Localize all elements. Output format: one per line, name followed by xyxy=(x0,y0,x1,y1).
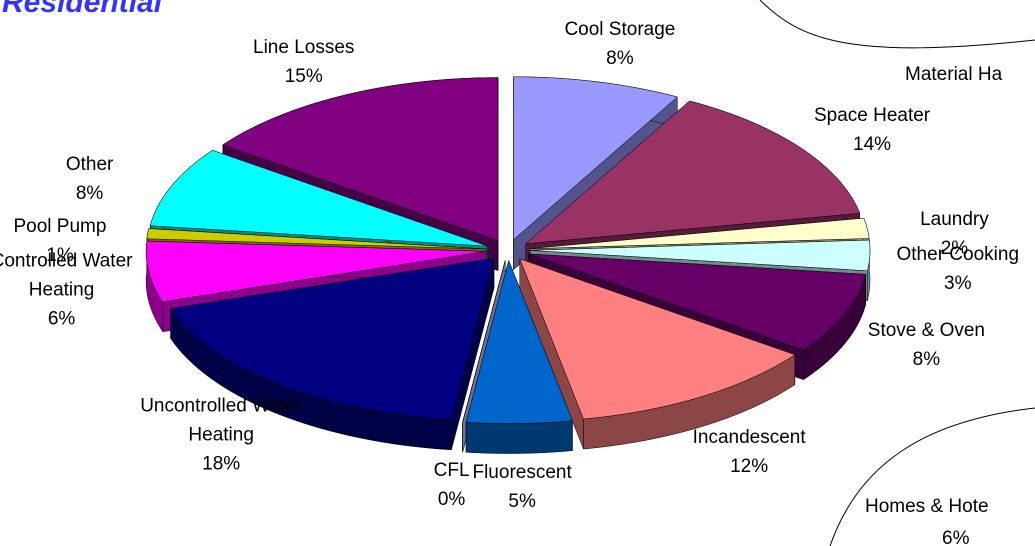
callout-curve xyxy=(759,0,1035,49)
pie-slice xyxy=(528,253,867,350)
category-label: CFL xyxy=(433,460,470,482)
slice-label: Other 8% xyxy=(0,150,185,208)
value-label: 3% xyxy=(944,273,972,295)
pie-slice xyxy=(222,77,499,241)
annotation: Homes & Hote xyxy=(865,496,989,517)
pie-slice xyxy=(145,240,487,302)
category-label: Laundry xyxy=(920,208,989,230)
chart-title: Residential xyxy=(2,0,163,19)
category-label: Fluorescent xyxy=(472,461,572,483)
annotation: Material Ha xyxy=(905,64,1003,85)
value-label: 8% xyxy=(912,348,941,370)
category-label: Pool Pump xyxy=(13,215,107,237)
value-label: 14% xyxy=(853,133,892,155)
slice-tops xyxy=(145,76,871,424)
category-label: Space Heater xyxy=(813,104,931,126)
pie-slice xyxy=(149,150,488,247)
value-label: 0% xyxy=(437,489,466,511)
category-label: Controlled Water Heating xyxy=(0,250,133,301)
value-label: 12% xyxy=(730,455,769,477)
category-label: Cool Storage xyxy=(564,19,676,41)
slice-label: Line Losses 15% xyxy=(209,33,399,91)
category-label: Other Cooking xyxy=(896,244,1020,266)
slice-label: Cool Storage 8% xyxy=(525,15,715,73)
value-label: 15% xyxy=(284,65,323,87)
pie-slice xyxy=(529,217,870,249)
value-label: 8% xyxy=(75,183,104,205)
slice-label: Laundry 2% xyxy=(859,205,1035,263)
pie-slice xyxy=(525,100,861,245)
value-label: 5% xyxy=(508,490,536,512)
pie-slice xyxy=(513,76,678,241)
category-label: Incandescent xyxy=(692,426,806,448)
value-label: 18% xyxy=(202,453,241,475)
category-label: Other xyxy=(65,154,114,176)
slice-label: CFL 0% xyxy=(357,456,547,514)
value-label: 6% xyxy=(47,308,76,330)
value-label: 2% xyxy=(940,237,969,259)
pie-slice xyxy=(529,239,871,272)
slice-label: Incandescent 12% xyxy=(654,423,844,481)
pie-slice xyxy=(146,228,487,250)
value-label: 1% xyxy=(46,244,74,266)
value-label: 8% xyxy=(606,48,634,70)
slice-label: Pool Pump 1% xyxy=(0,212,155,270)
slice-outer-wall xyxy=(465,420,573,454)
category-label: Stove & Oven xyxy=(867,319,985,341)
category-label: Line Losses xyxy=(253,36,355,58)
callout-curve xyxy=(829,407,1035,546)
slice-label: Space Heater 14% xyxy=(777,101,967,159)
slice-label: Other Cooking 3% xyxy=(863,240,1035,298)
slice-label: Controlled Water Heating 6% xyxy=(0,247,157,334)
annotation: 6% xyxy=(942,528,970,546)
slice-label: Uncontrolled Water Heating 18% xyxy=(126,392,316,479)
category-label: Uncontrolled Water Heating xyxy=(140,395,303,446)
slice-label: Stove & Oven 8% xyxy=(831,316,1021,374)
pie-slice xyxy=(519,258,796,420)
pie-slice xyxy=(170,257,495,421)
slice-label: Fluorescent 5% xyxy=(427,458,617,516)
pie-slice xyxy=(465,259,573,424)
